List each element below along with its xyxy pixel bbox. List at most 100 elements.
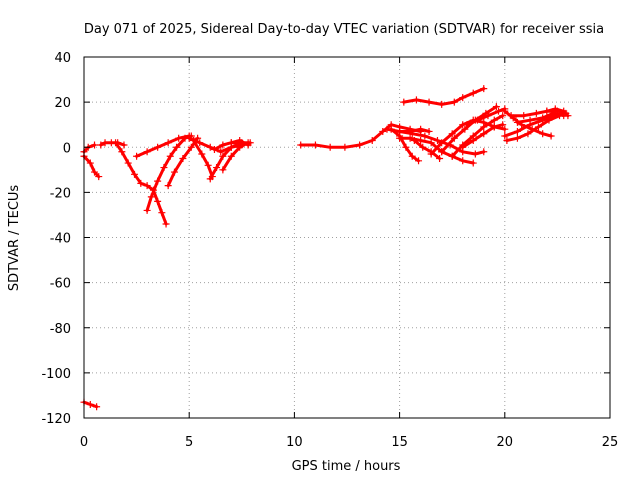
- data-point: [417, 125, 425, 133]
- data-point: [564, 112, 572, 120]
- data-point: [217, 148, 225, 156]
- data-point: [560, 107, 568, 115]
- series-line: [221, 141, 250, 172]
- data-point: [532, 109, 540, 117]
- data-point: [549, 109, 557, 117]
- data-point: [236, 136, 244, 144]
- series-s06: [133, 132, 193, 160]
- series-layer: [80, 85, 572, 411]
- data-point: [173, 143, 181, 151]
- data-point: [86, 159, 94, 167]
- data-point: [187, 143, 195, 151]
- grid-layer: [84, 57, 610, 418]
- series-s16: [387, 125, 423, 165]
- data-point: [236, 143, 244, 151]
- data-point: [494, 107, 502, 115]
- data-point: [526, 116, 534, 124]
- y-tick-label: -60: [50, 277, 71, 292]
- data-point: [480, 130, 488, 138]
- data-point: [499, 112, 507, 120]
- series-line: [402, 87, 486, 106]
- data-point: [524, 130, 532, 138]
- data-point: [196, 139, 204, 147]
- data-point: [219, 166, 227, 174]
- data-point: [112, 139, 120, 147]
- data-point: [311, 141, 319, 149]
- series-s07: [143, 132, 195, 214]
- data-point: [154, 197, 162, 205]
- data-point: [448, 130, 456, 138]
- y-tick-label: -80: [50, 322, 71, 337]
- data-point: [507, 112, 515, 120]
- data-point: [383, 125, 391, 133]
- data-point: [417, 136, 425, 144]
- data-point: [137, 179, 145, 187]
- data-point: [438, 100, 446, 108]
- data-point: [490, 123, 498, 131]
- series-line: [82, 154, 101, 179]
- series-s30: [513, 109, 568, 126]
- data-point: [143, 206, 151, 214]
- data-point: [368, 136, 376, 144]
- data-point: [501, 107, 509, 115]
- tick-layer: 0 5 10 15 20 25 -120 -100 -80 -60 -40 -20 0 20 40: [41, 51, 618, 450]
- series-line: [191, 139, 214, 179]
- data-point: [154, 177, 162, 185]
- y-tick-label: 0: [63, 141, 71, 156]
- data-point: [408, 152, 416, 160]
- data-point: [415, 157, 423, 165]
- data-point: [356, 141, 364, 149]
- series-s31: [503, 112, 564, 144]
- series-s05: [112, 139, 170, 228]
- x-axis-label: GPS time / hours: [292, 459, 401, 474]
- plot-frame: [83, 56, 611, 419]
- data-point: [198, 150, 206, 158]
- y-tick-label: -100: [41, 367, 71, 382]
- series-s02: [80, 141, 99, 156]
- data-point: [433, 136, 441, 144]
- data-point: [297, 141, 305, 149]
- data-point: [484, 112, 492, 120]
- series-s03: [80, 398, 101, 411]
- data-point: [520, 112, 528, 120]
- data-point: [402, 143, 410, 151]
- data-point: [469, 159, 477, 167]
- data-point: [326, 143, 334, 151]
- data-point: [427, 139, 435, 147]
- data-point: [539, 130, 547, 138]
- data-point: [175, 134, 183, 142]
- data-point: [539, 114, 547, 122]
- data-point: [480, 85, 488, 93]
- data-point: [133, 152, 141, 160]
- data-point: [97, 141, 105, 149]
- data-point: [244, 141, 252, 149]
- data-point: [158, 209, 166, 217]
- x-tick-label: 20: [497, 435, 514, 450]
- data-point: [421, 132, 429, 140]
- data-point: [170, 168, 178, 176]
- data-point: [410, 136, 418, 144]
- data-point: [459, 143, 467, 151]
- data-point: [91, 141, 99, 149]
- series-s32: [543, 105, 572, 120]
- data-point: [185, 134, 193, 142]
- data-point: [124, 159, 132, 167]
- data-point: [547, 132, 555, 140]
- data-point: [379, 127, 387, 135]
- y-tick-label: -20: [50, 186, 71, 201]
- data-point: [213, 164, 221, 172]
- data-point: [147, 193, 155, 201]
- data-point: [513, 118, 521, 126]
- series-line: [135, 134, 191, 158]
- series-s25: [459, 121, 507, 151]
- y-tick-label: -120: [41, 412, 71, 427]
- data-point: [480, 123, 488, 131]
- data-point: [459, 157, 467, 165]
- series-s14: [227, 136, 252, 149]
- x-tick-label: 5: [185, 435, 193, 450]
- data-point: [189, 136, 197, 144]
- data-point: [436, 155, 444, 163]
- data-point: [219, 152, 227, 160]
- series-line: [114, 141, 168, 226]
- series-s08: [164, 134, 202, 190]
